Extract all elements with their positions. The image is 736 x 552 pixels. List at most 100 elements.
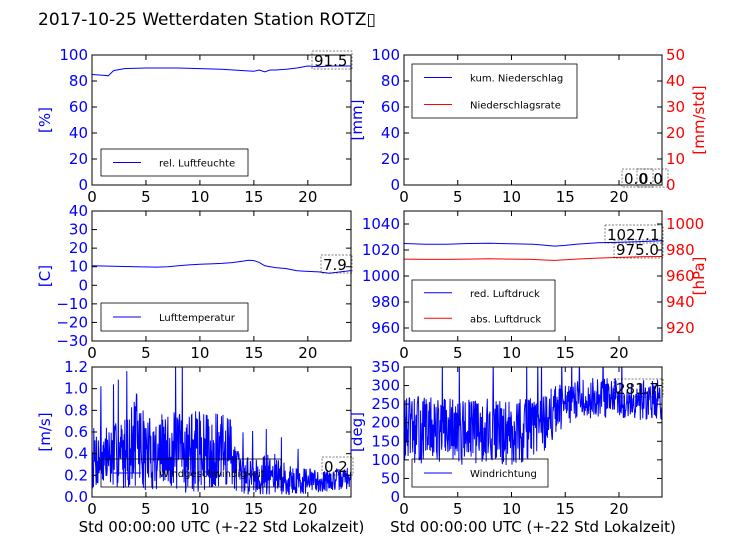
axes-frame bbox=[91, 54, 352, 186]
y2-tick-label: 40 bbox=[666, 72, 685, 90]
y2-tick-label: 0 bbox=[666, 176, 676, 194]
legend-box bbox=[100, 148, 249, 177]
y2-tick-label: 980 bbox=[666, 241, 695, 259]
x-tick-label: 20 bbox=[298, 344, 317, 362]
legend-entry: Windrichtung bbox=[470, 469, 537, 480]
y2-tick-label: 30 bbox=[666, 98, 685, 116]
legend-entry: kum. Niederschlag bbox=[470, 74, 563, 85]
y-axis-label: [mm] bbox=[348, 100, 366, 141]
x-tick-label: 10 bbox=[502, 188, 521, 206]
y-tick-label: 20 bbox=[69, 150, 88, 168]
value-annotation: 281.7 bbox=[616, 380, 659, 398]
x-tick-label: 20 bbox=[298, 500, 317, 518]
legend-entry: red. Luftdruck bbox=[470, 289, 540, 300]
y-tick-label: 350 bbox=[371, 358, 400, 376]
y2-axis-label: [hPa] bbox=[690, 257, 708, 296]
axes-frame bbox=[403, 54, 663, 186]
x-axis-label: Std 00:00:00 UTC (+-22 Std Lokalzeit) bbox=[79, 518, 365, 536]
plot-area bbox=[404, 240, 662, 261]
x-tick-label: 0 bbox=[399, 500, 409, 518]
series-line-0 bbox=[92, 259, 351, 274]
y-axis-label: [m/s] bbox=[36, 412, 54, 451]
y2-axis-label: [mm/std] bbox=[690, 85, 708, 154]
y-tick-label: 50 bbox=[381, 469, 400, 487]
y2-tick-label: 960 bbox=[666, 267, 695, 285]
y-tick-label: −30 bbox=[56, 332, 88, 350]
y-tick-label: 1040 bbox=[362, 215, 400, 233]
value-annotation: 0.0 bbox=[624, 170, 648, 188]
value-annotation: 0.2 bbox=[324, 458, 348, 476]
x-tick-label: 15 bbox=[556, 188, 575, 206]
legend-entry: Windgeschwindigkeit bbox=[159, 469, 265, 480]
value-annotation-box bbox=[613, 239, 664, 259]
value-annotation-box bbox=[311, 50, 353, 70]
y-tick-label: 0.0 bbox=[64, 488, 88, 506]
x-tick-label: 0 bbox=[399, 344, 409, 362]
y-tick-label: 0 bbox=[78, 276, 88, 294]
y-tick-label: 0.6 bbox=[64, 423, 88, 441]
y-tick-label: 100 bbox=[371, 451, 400, 469]
value-annotation: 975.0 bbox=[616, 241, 659, 259]
y-tick-label: 1.2 bbox=[64, 358, 88, 376]
value-annotation-box bbox=[604, 224, 664, 244]
x-tick-label: 5 bbox=[453, 188, 463, 206]
value-annotation: 0.0 bbox=[639, 170, 663, 188]
y-tick-label: 1.0 bbox=[64, 380, 88, 398]
x-tick-label: 15 bbox=[244, 188, 263, 206]
legend-box bbox=[411, 63, 578, 119]
y-tick-label: 80 bbox=[69, 72, 88, 90]
y2-tick-label: 10 bbox=[666, 150, 685, 168]
y2-tick-label: 1000 bbox=[666, 215, 704, 233]
x-tick-label: 5 bbox=[141, 344, 151, 362]
y-tick-label: 0.8 bbox=[64, 401, 88, 419]
y-tick-label: 300 bbox=[371, 377, 400, 395]
y-tick-label: 30 bbox=[69, 221, 88, 239]
x-tick-label: 5 bbox=[453, 500, 463, 518]
legend-entry: abs. Luftdruck bbox=[470, 314, 541, 325]
legend-box bbox=[411, 279, 556, 332]
x-tick-label: 20 bbox=[609, 188, 628, 206]
y-tick-label: 40 bbox=[381, 124, 400, 142]
y2-tick-label: 920 bbox=[666, 319, 695, 337]
x-tick-label: 20 bbox=[609, 500, 628, 518]
y2-tick-label: 50 bbox=[666, 46, 685, 64]
y-tick-label: 100 bbox=[371, 46, 400, 64]
legend-entry: Lufttemperatur bbox=[159, 313, 236, 324]
y-tick-label: 10 bbox=[69, 258, 88, 276]
x-tick-label: 0 bbox=[87, 188, 97, 206]
value-annotation: 7.9 bbox=[323, 256, 347, 274]
legend-box bbox=[100, 302, 249, 332]
x-tick-label: 20 bbox=[609, 344, 628, 362]
y2-tick-label: 940 bbox=[666, 293, 695, 311]
value-annotation-box bbox=[636, 168, 669, 188]
chart-precipitation: 0 5 10 15 20 0 20 40 60 80 100 0 10 20 30 40 50 [mm] [mm/s… bbox=[348, 46, 708, 206]
y-tick-label: 60 bbox=[381, 98, 400, 116]
y-tick-label: −20 bbox=[56, 313, 88, 331]
x-tick-label: 15 bbox=[244, 344, 263, 362]
x-tick-label: 20 bbox=[298, 188, 317, 206]
x-tick-label: 15 bbox=[244, 500, 263, 518]
value-annotation-box bbox=[320, 254, 353, 274]
series-line-0 bbox=[404, 367, 662, 466]
x-axis-label: Std 00:00:00 UTC (+-22 Std Lokalzeit) bbox=[390, 518, 676, 536]
y2-tick-label: 20 bbox=[666, 124, 685, 142]
y-tick-label: −10 bbox=[56, 295, 88, 313]
axes-frame bbox=[403, 366, 663, 498]
y-tick-label: 0 bbox=[390, 176, 400, 194]
y-tick-label: 0.2 bbox=[64, 466, 88, 484]
y-axis-label: [%] bbox=[36, 107, 54, 133]
series-line-0 bbox=[92, 65, 351, 77]
plot-area bbox=[404, 367, 662, 466]
y-tick-label: 200 bbox=[371, 414, 400, 432]
page-title: 2017-10-25 Wetterdaten Station ROTZ▯ bbox=[38, 10, 376, 30]
y-tick-label: 0.4 bbox=[64, 445, 88, 463]
series-line-0 bbox=[404, 240, 662, 247]
x-tick-label: 10 bbox=[190, 188, 209, 206]
value-annotation-box bbox=[613, 378, 664, 398]
y-axis-label: [deg] bbox=[348, 412, 366, 452]
y-tick-label: 60 bbox=[69, 98, 88, 116]
x-tick-label: 15 bbox=[556, 344, 575, 362]
chart-temperature: 0 5 10 15 20−30−20−10010203040[C]Lufttempera… bbox=[36, 202, 353, 362]
x-tick-label: 0 bbox=[87, 500, 97, 518]
